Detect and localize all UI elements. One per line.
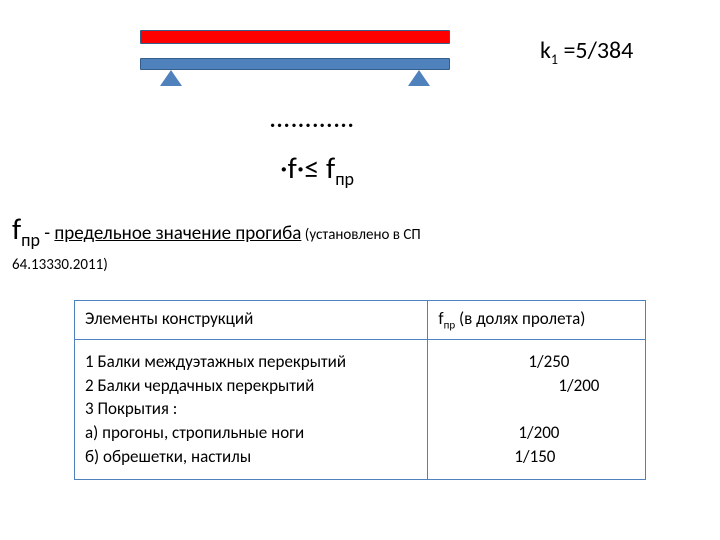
table-body-col1: 1 Балки междуэтажных перекрытий2 Балки ч… [75,340,428,479]
beam-bar [140,58,450,70]
deflection-table: Элементы конструкций fпр (в долях пролет… [74,300,646,480]
table-row-label: 3 Покрытия : [85,397,419,421]
load-bar [140,30,450,44]
table-row-value: 1/250 [438,350,637,374]
table-head-elements: Элементы конструкций [75,301,428,339]
table-row-label: б) обрешетки, настилы [85,445,419,469]
support-left [160,70,182,86]
table-row-value: 1/150 [438,445,637,469]
inequality: ·f·≤ fпр [280,150,354,190]
table-body-row: 1 Балки междуэтажных перекрытий2 Балки ч… [75,340,645,479]
table-row-value: 1/200 [438,374,637,398]
table-row-label: а) прогоны, стропильные ноги [85,421,419,445]
table-row-value [438,397,637,421]
table-body-col2: 1/2501/200 1/2001/150 [428,340,645,479]
k1-label: k1 =5/384 [540,36,633,68]
table-header-row: Элементы конструкций fпр (в долях пролет… [75,301,645,340]
table-row-label: 1 Балки междуэтажных перекрытий [85,350,419,374]
table-row-label: 2 Балки чердачных перекрытий [85,374,419,398]
table-head-fpr: fпр (в долях пролета) [428,301,645,339]
dots-formula: ………… [270,100,355,135]
table-row-value: 1/200 [438,421,637,445]
fpr-definition: fпр - предельное значение прогиба (устан… [12,210,702,277]
beam-diagram [140,30,450,90]
support-right [408,70,430,86]
